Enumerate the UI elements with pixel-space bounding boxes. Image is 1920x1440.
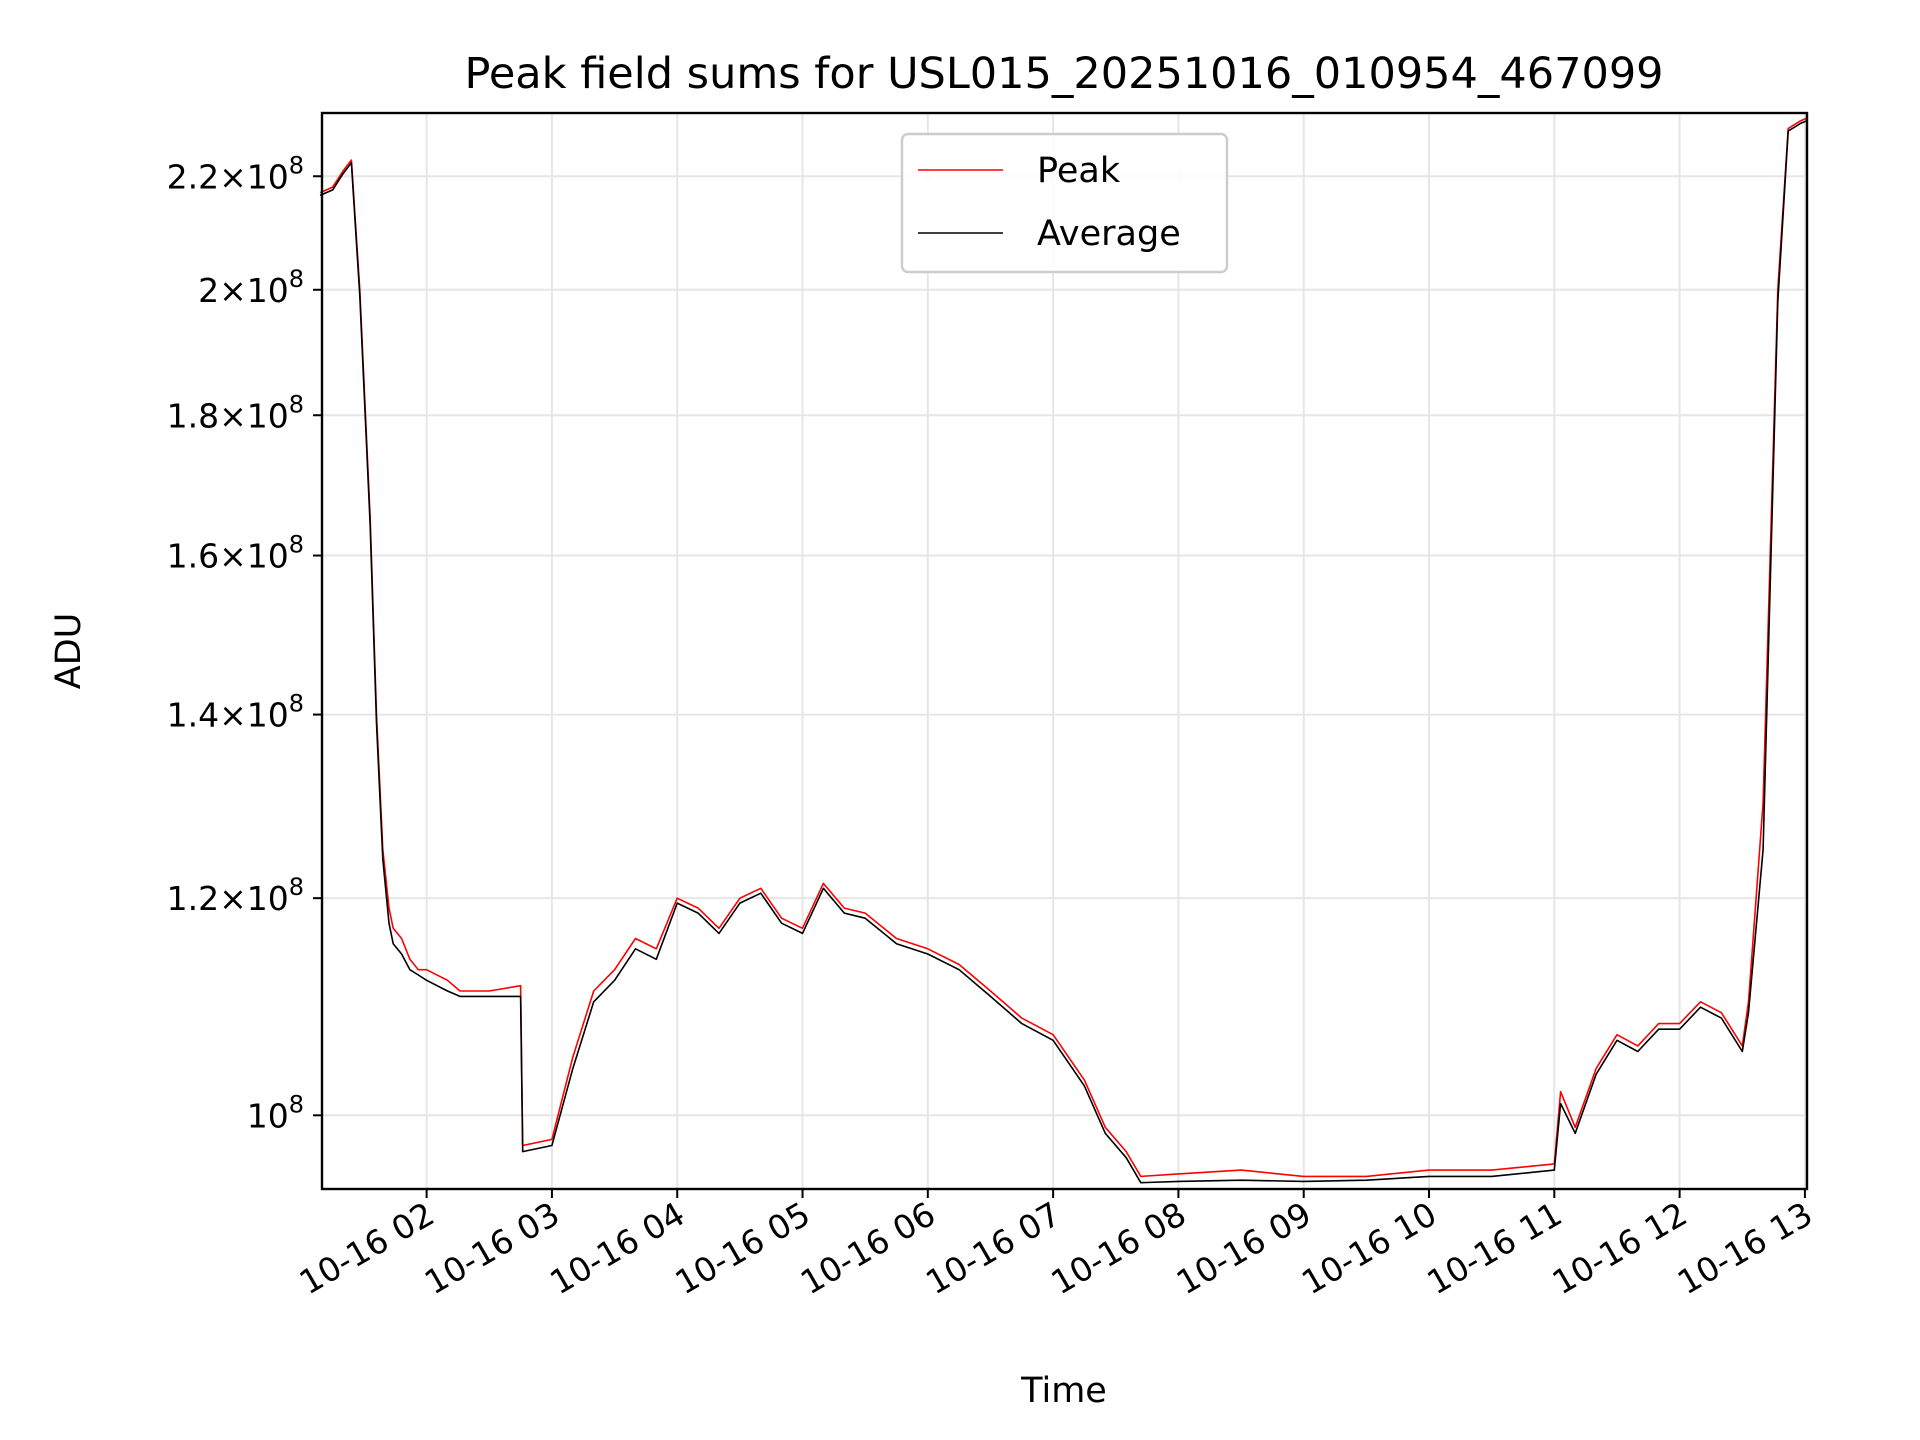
y-tick-times: × [219,271,247,310]
y-tick-mantissa: 1.2 [167,879,219,918]
y-tick-base: 10 [247,396,289,435]
legend-label-peak: Peak [1037,151,1121,191]
y-tick-exponent: 8 [289,390,304,418]
y-tick-exponent: 8 [289,265,304,293]
series-line-average [319,119,1808,1184]
y-tick-exponent: 8 [289,873,304,901]
y-tick-exponent: 8 [289,151,304,179]
y-tick-mantissa: 1.6 [167,537,219,576]
y-tick-mantissa: 2.2 [167,157,219,196]
y-tick-exponent: 8 [289,690,304,718]
y-tick-times: × [219,696,247,735]
y-tick-times: × [219,879,247,918]
y-tick-label: 108 [247,1090,304,1135]
y-tick-label: 1.4×108 [167,690,304,735]
y-tick-label: 1.8×108 [167,390,304,435]
legend-label-average: Average [1037,214,1181,254]
chart-title: Peak field sums for USL015_20251016_0109… [464,49,1663,99]
legend: Peak Average [900,132,1229,274]
grid [322,113,1807,1189]
y-tick-base: 10 [247,879,289,918]
y-tick-mantissa: 1.8 [167,396,219,435]
y-tick-label: 2×108 [198,265,304,310]
y-tick-base: 10 [247,537,289,576]
x-axis-label: Time [1020,1371,1107,1411]
legend-box [900,132,1229,274]
y-tick-exponent: 8 [289,1090,304,1118]
y-tick-base: 10 [247,271,289,310]
y-tick-mantissa: 1.4 [167,696,219,735]
y-tick-exponent: 8 [289,531,304,559]
y-tick-label: 2.2×108 [167,151,304,196]
plot-frame [320,111,1809,1191]
y-axis-label: ADU [49,613,89,690]
y-tick-times: × [219,537,247,576]
y-tick-base: 10 [247,1096,289,1135]
y-tick-base: 10 [247,696,289,735]
y-tick-base: 10 [247,157,289,196]
y-axis: 1081.2×1081.4×1081.6×1081.8×1082×1082.2×… [167,151,322,1135]
y-tick-mantissa: 2 [198,271,219,310]
y-tick-times: × [219,396,247,435]
y-tick-times: × [219,157,247,196]
series-line-peak [319,117,1808,1178]
y-tick-label: 1.6×108 [167,531,304,576]
series-layer [319,117,1808,1184]
y-tick-label: 1.2×108 [167,873,304,918]
